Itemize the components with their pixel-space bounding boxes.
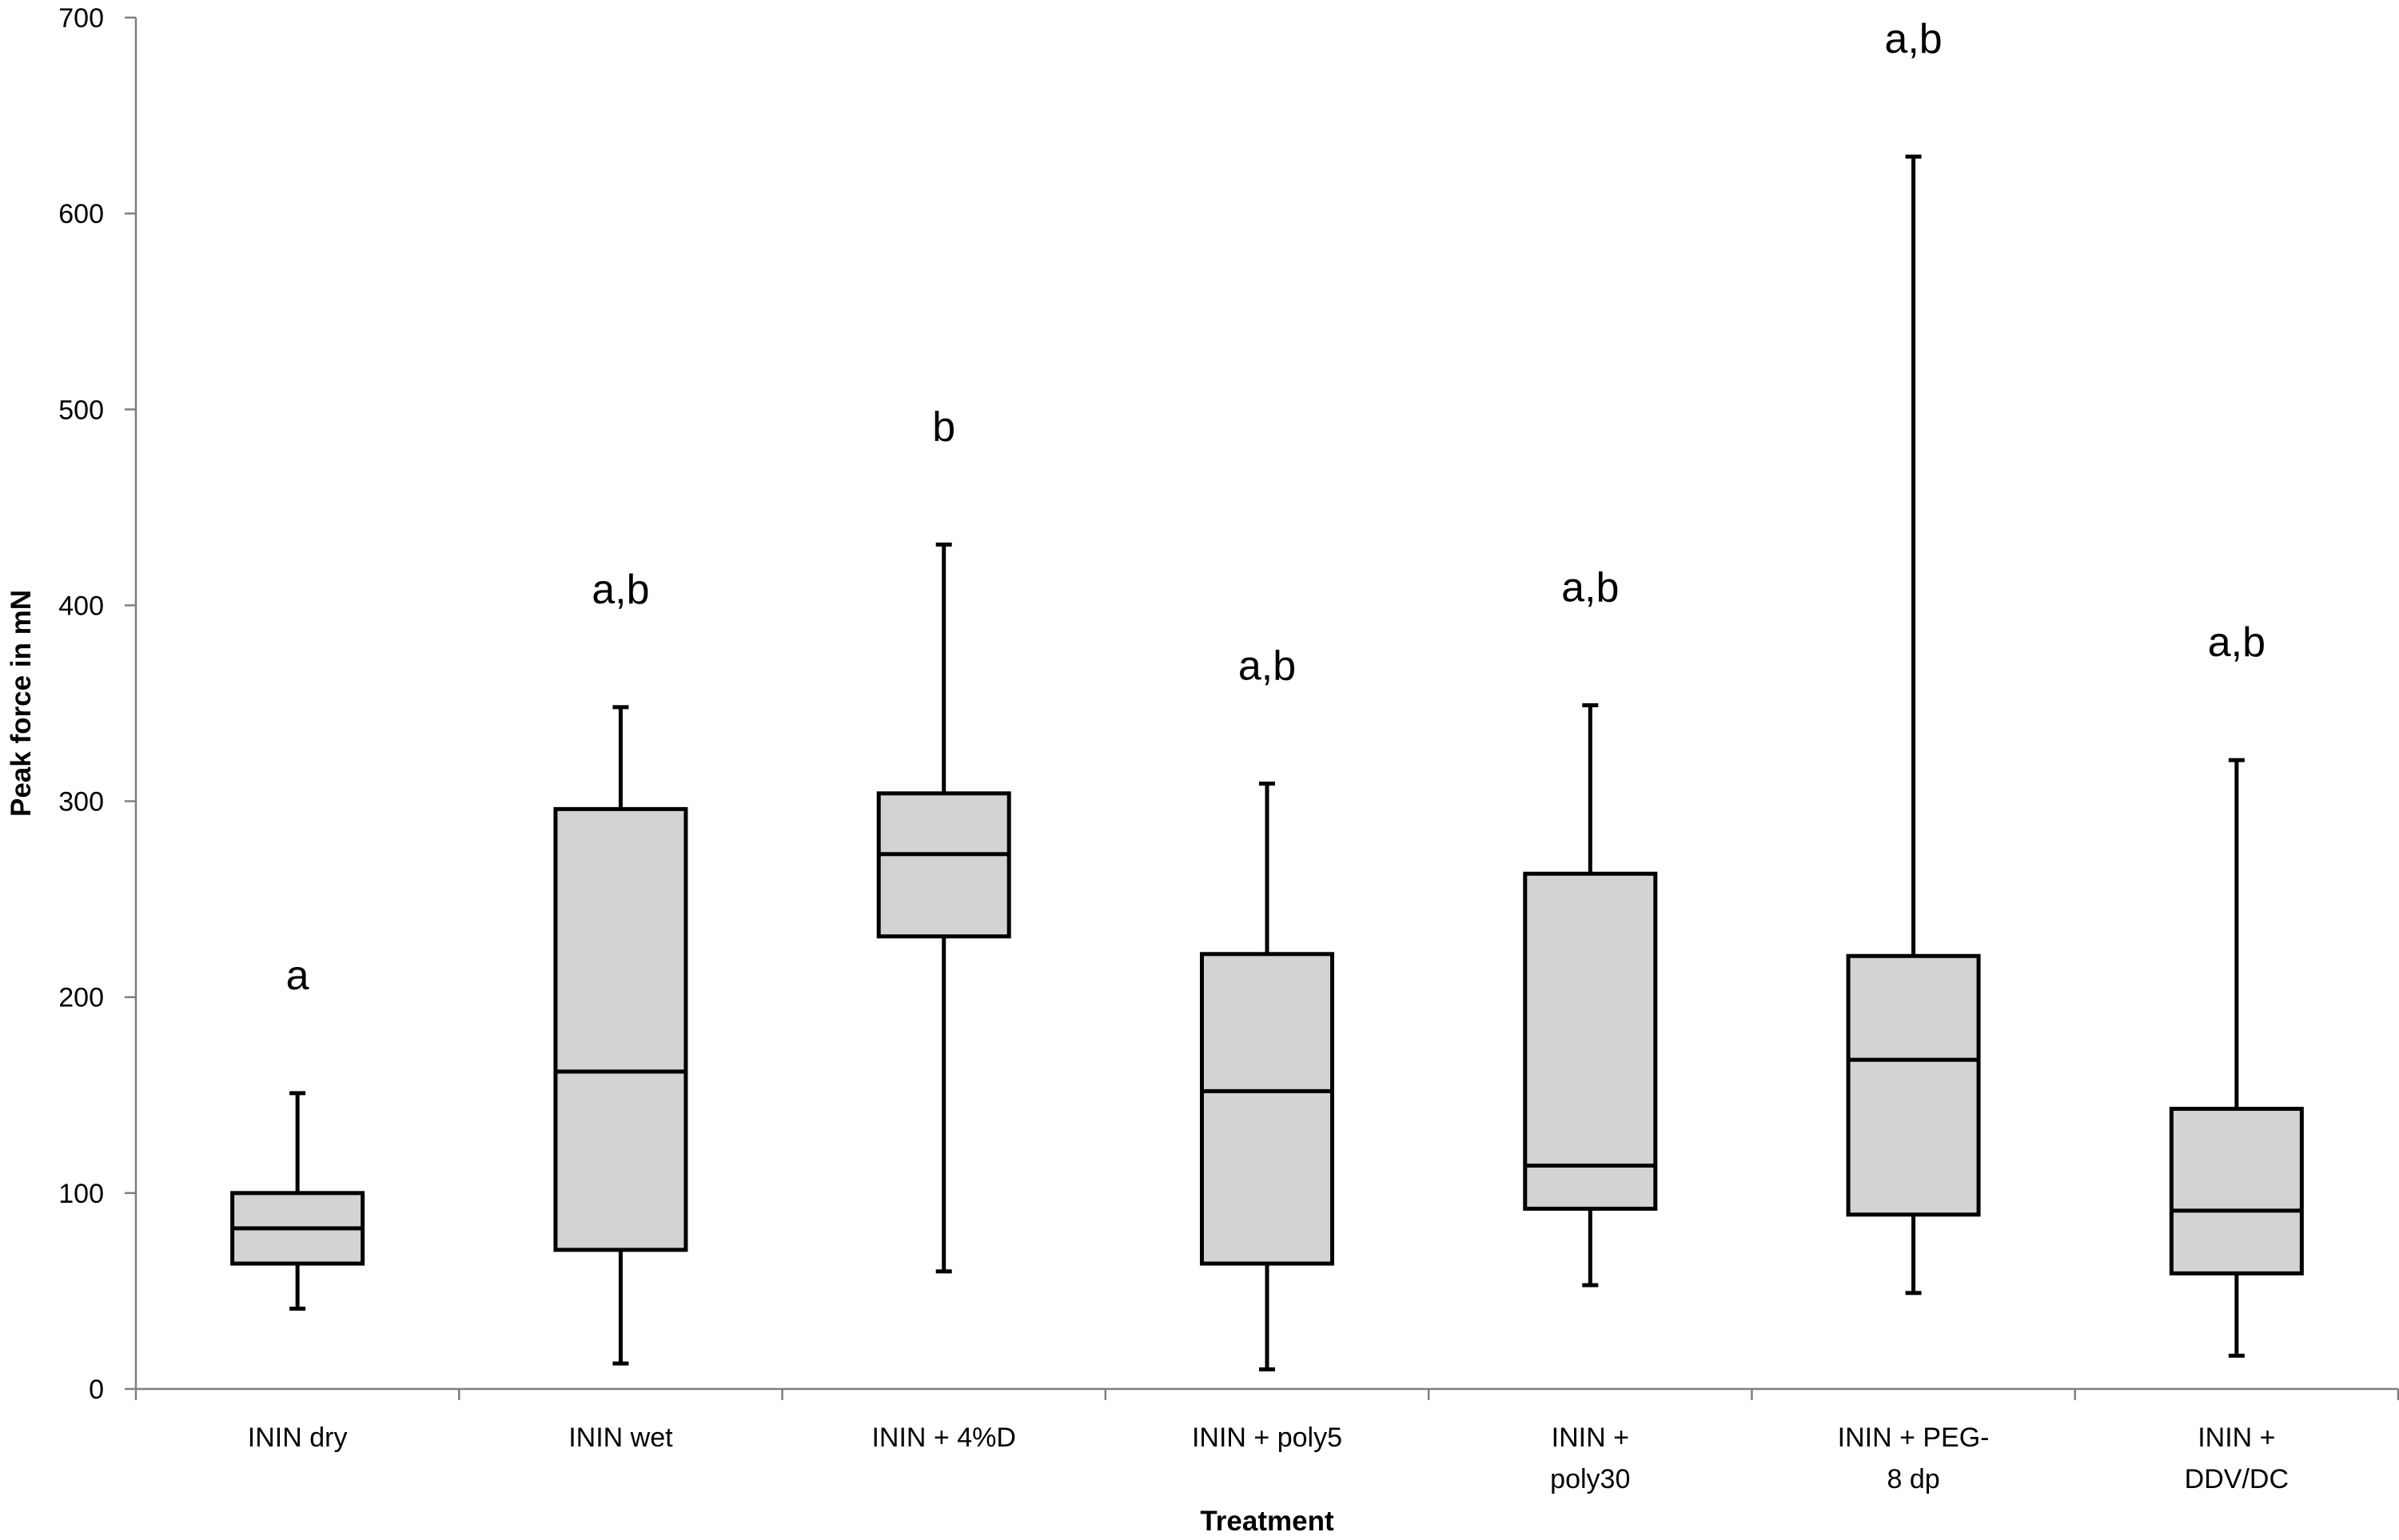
y-tick-label: 500	[58, 395, 104, 425]
y-axis: 0 100 200 300 400 500 600 700	[58, 3, 137, 1405]
x-category-label: ININ + DDV/DC	[2185, 1423, 2289, 1494]
significance-label: a,b	[1561, 564, 1619, 611]
iqr-box	[1523, 871, 1658, 1211]
y-axis-title: Peak force in mN	[6, 590, 37, 817]
significance-labels: a a,b b a,b a,b a,b a,b	[286, 16, 2266, 999]
x-category-label: ININ dry	[248, 1423, 348, 1453]
box-group	[1846, 154, 1981, 1295]
iqr-box	[553, 806, 688, 1252]
x-category-label-line: ININ wet	[568, 1423, 673, 1453]
y-tick-label: 200	[58, 983, 104, 1013]
y-tick-label: 700	[58, 3, 104, 34]
significance-label: a,b	[2208, 619, 2266, 666]
y-tick-label: 300	[58, 787, 104, 818]
x-category-label-line: ININ +	[1552, 1423, 1629, 1453]
significance-label: a	[286, 953, 309, 999]
x-category-label: ININ + PEG- 8 dp	[1838, 1423, 1990, 1494]
x-category-label-line: ININ + PEG-	[1838, 1423, 1990, 1453]
x-category-label-line: ININ +	[2198, 1423, 2275, 1453]
x-category-label: ININ + poly5	[1192, 1423, 1342, 1453]
iqr-box	[1846, 953, 1981, 1217]
y-tick-label: 400	[58, 591, 104, 621]
y-tick-label: 0	[89, 1375, 104, 1405]
x-axis-title: Treatment	[1200, 1506, 1334, 1537]
significance-label: a,b	[1884, 16, 1942, 62]
box-group	[876, 542, 1011, 1274]
x-category-label-line: poly30	[1550, 1464, 1630, 1494]
x-category-label-line: 8 dp	[1887, 1464, 1939, 1494]
x-category-label: ININ + poly30	[1550, 1423, 1630, 1494]
significance-label: a,b	[592, 567, 649, 613]
x-category-label-line: ININ dry	[248, 1423, 348, 1453]
box-group	[553, 705, 688, 1366]
significance-label: b	[932, 404, 955, 450]
iqr-box	[876, 791, 1011, 939]
x-category-label-line: ININ + 4%D	[871, 1423, 1015, 1453]
y-tick-label: 100	[58, 1179, 104, 1209]
x-axis: ININ dry ININ wet ININ + 4%D ININ + poly5 IN…	[134, 1387, 2399, 1494]
box-group	[230, 1091, 365, 1311]
box-series	[230, 154, 2304, 1371]
box-group	[1523, 702, 1658, 1287]
x-category-label: ININ + 4%D	[871, 1423, 1015, 1453]
iqr-box	[1200, 952, 1334, 1266]
x-category-label-line: ININ + poly5	[1192, 1423, 1342, 1453]
iqr-box	[2169, 1106, 2304, 1275]
box-group	[1200, 782, 1334, 1371]
box-group	[2169, 758, 2304, 1358]
significance-label: a,b	[1238, 643, 1296, 690]
x-category-label-line: DDV/DC	[2185, 1464, 2289, 1494]
x-category-label: ININ wet	[568, 1423, 673, 1453]
y-tick-label: 600	[58, 199, 104, 229]
